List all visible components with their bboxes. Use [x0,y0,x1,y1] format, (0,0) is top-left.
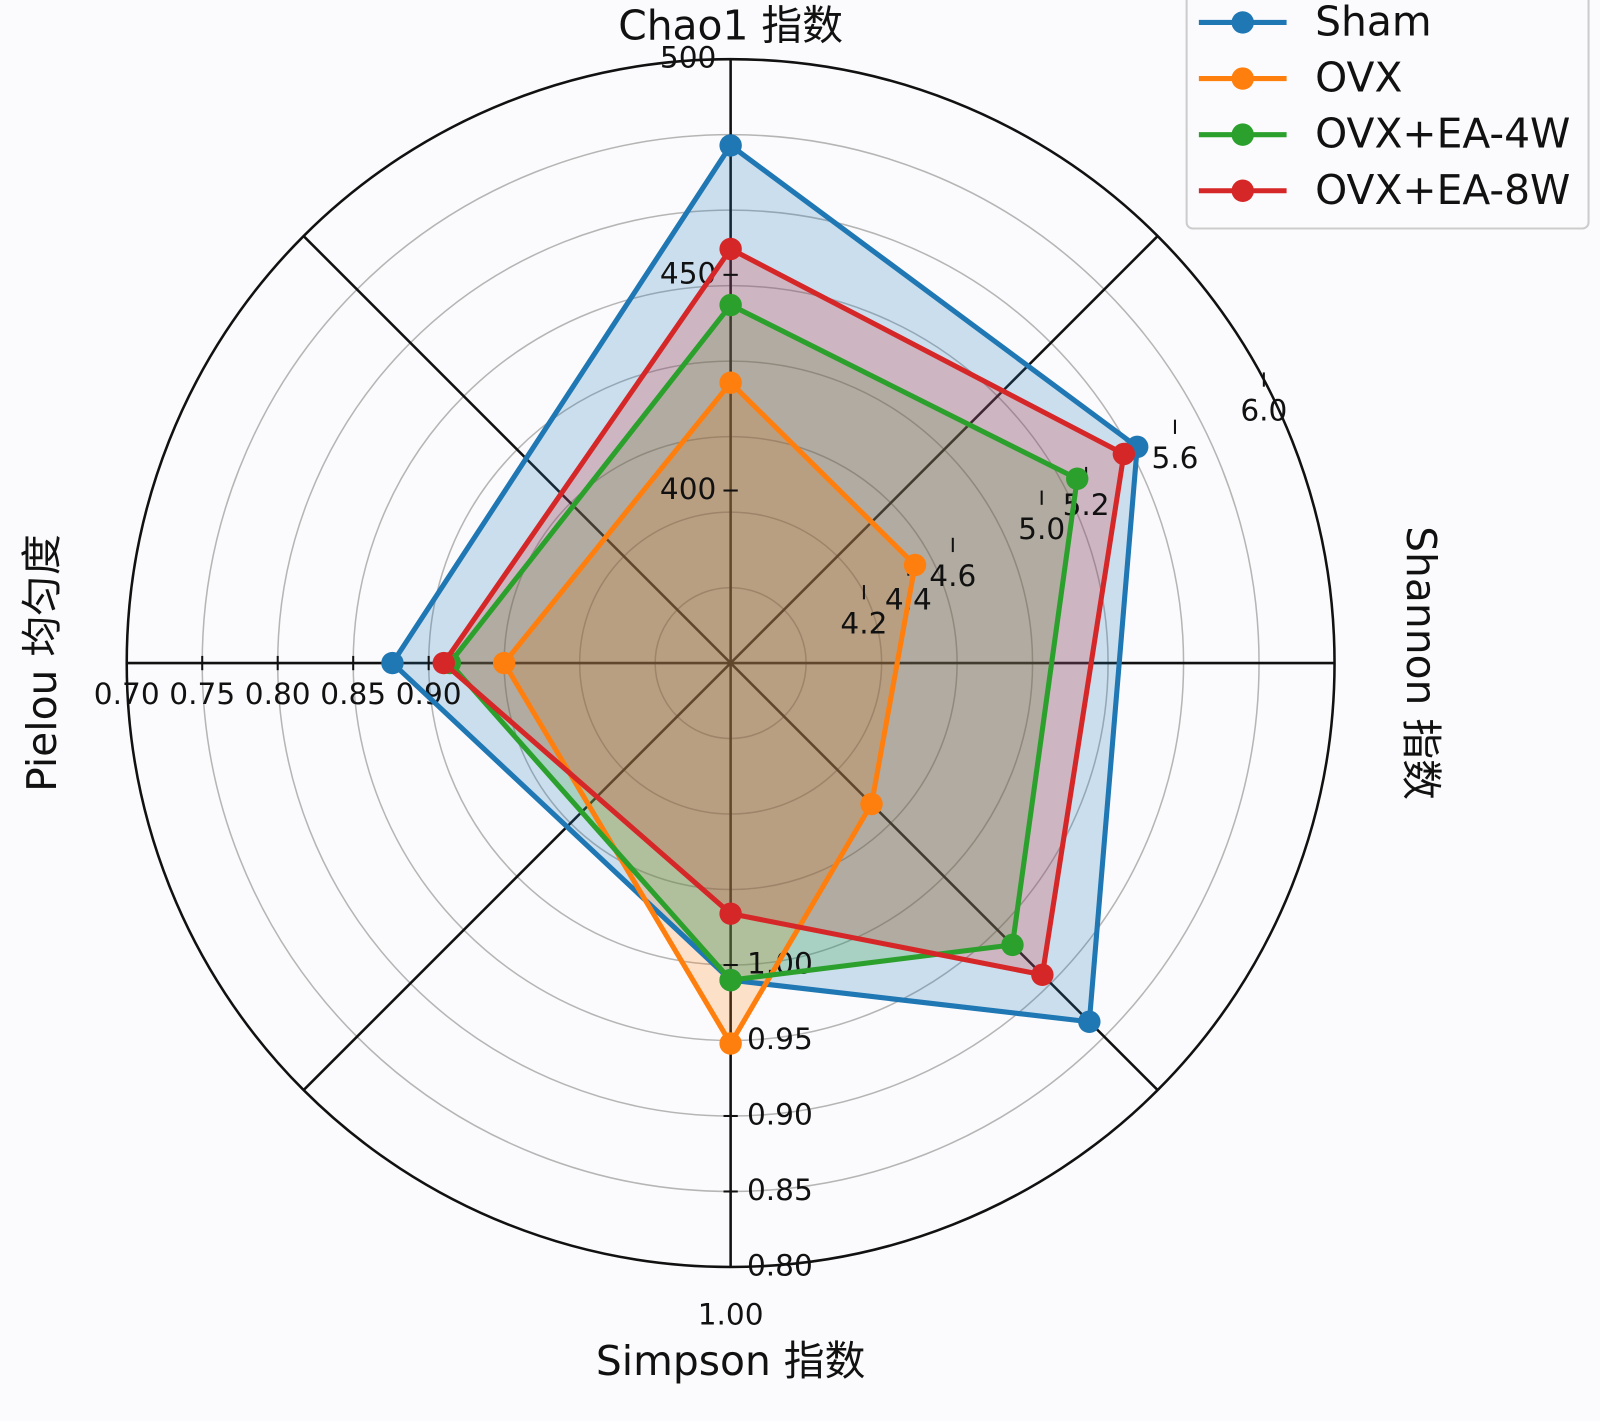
legend-label: OVX+EA-4W [1315,110,1570,158]
tick-label: 0.70 [94,677,160,711]
legend-marker [1231,67,1254,90]
series-marker [719,237,742,261]
series-marker [719,371,742,394]
tick-label: 0.90 [747,1097,813,1131]
legend-marker [1231,179,1254,202]
tick-label: 0.75 [169,677,235,711]
legend: Sham OVX OVX+EA-4W OVX+EA-8W [1185,0,1590,230]
tick-label: 5.6 [1151,441,1198,475]
series-marker [1065,467,1089,491]
tick-label: 5.0 [1018,512,1065,546]
legend-box [1185,0,1590,230]
series-area [449,305,1078,981]
series-marker [492,651,516,675]
series-line [501,380,918,1047]
series-area [504,382,916,1044]
tick-label: 4.2 [840,606,887,640]
tick-label: 500 [660,41,716,75]
series-marks [381,134,1149,1055]
series-marker [432,651,456,675]
series-marker [1001,933,1024,957]
series-areas [392,145,1138,1044]
tick-label: 400 [660,472,716,506]
tick-label: 4.6 [929,559,976,593]
tick-label: 0.80 [747,1248,813,1282]
series-marker [719,902,742,925]
series-line [389,142,1140,1025]
series-marker [719,968,742,992]
legend-label: OVX+EA-8W [1315,166,1570,214]
series-marker [1078,1010,1101,1033]
series-marker [1031,963,1054,987]
tick-label: 0.80 [245,677,311,711]
tick-label: 6.0 [1240,394,1287,428]
axis-title: Simpson 指数 [596,1337,866,1385]
series-line [441,246,1127,978]
legend-marker [1231,11,1254,34]
series-marker [903,553,927,577]
annotation: 1.00 [698,1297,764,1331]
series-marker [719,134,742,157]
series-line [447,302,1080,983]
legend-label: OVX [1315,54,1402,102]
tick-label: 0.85 [747,1173,813,1207]
legend-label: Sham [1315,0,1432,45]
series-marker [1112,442,1136,466]
series-marker [719,293,742,317]
axis-title: Pielou 均匀度 [18,534,66,792]
legend-marker [1231,123,1254,146]
tick-label: 0.95 [747,1022,813,1056]
series-marker [381,651,404,675]
series-area [443,248,1124,975]
axis-title: Shannon 指数 [1397,526,1445,800]
tick-label: 0.85 [320,677,386,711]
series-marker [860,792,883,816]
axis-title: Chao1 指数 [618,2,843,50]
series-marker [719,1032,742,1055]
